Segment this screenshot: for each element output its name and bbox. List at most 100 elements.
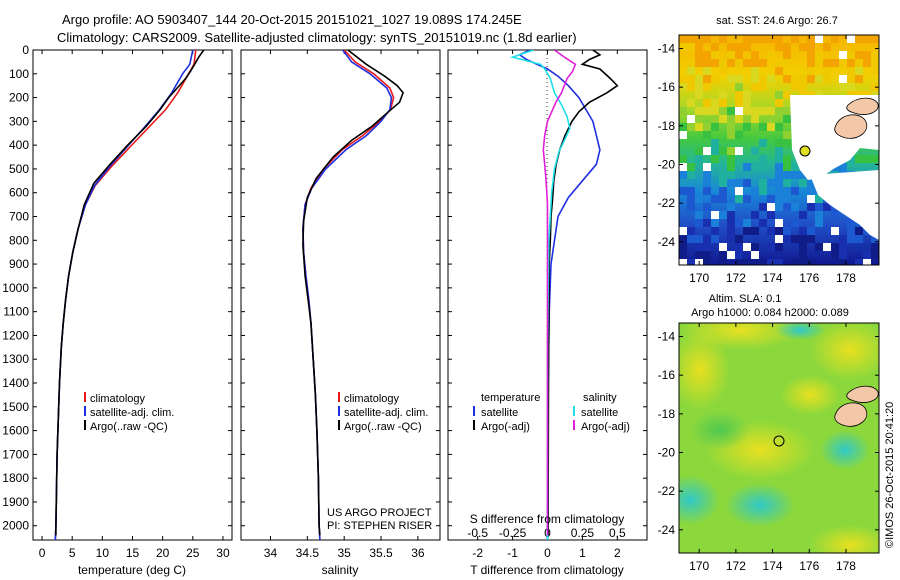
sst-pixel: [831, 251, 839, 259]
sst-pixel: [775, 91, 783, 99]
x-tick-label: -1: [507, 546, 518, 560]
sst-pixel: [703, 179, 711, 187]
sst-pixel: [855, 227, 863, 235]
sst-pixel: [783, 43, 791, 51]
sst-pixel: [703, 171, 711, 179]
legend-label-t-argo: Argo(-adj): [481, 421, 530, 433]
fiji-island-1: [834, 402, 868, 427]
sst-pixel: [735, 43, 743, 51]
sst-pixel: [687, 67, 695, 75]
legend-label-argo: Argo(..raw -QC): [90, 421, 168, 433]
sla-map: [679, 323, 879, 553]
sst-pixel: [783, 91, 791, 99]
s-tick-label: 0.25: [571, 526, 595, 540]
sst-pixel: [719, 107, 727, 115]
sst-pixel: [847, 83, 855, 91]
sst-pixel: [775, 227, 783, 235]
depth-tick-label: 1800: [2, 471, 29, 485]
sst-pixel: [799, 259, 807, 265]
sst-pixel: [679, 251, 687, 259]
sst-pixel: [727, 179, 735, 187]
sst-pixel: [767, 259, 775, 265]
sst-pixel: [855, 51, 863, 59]
temperature-xlabel: temperature (deg C): [78, 563, 186, 577]
lon-tick-label: 170: [689, 271, 709, 285]
sst-pixel: [727, 171, 735, 179]
legend-label-argo: Argo(..raw -QC): [344, 421, 422, 433]
legend-label-t-satellite: satellite: [481, 407, 518, 419]
sst-missing-pixel: [727, 251, 735, 259]
sst-pixel: [703, 35, 711, 43]
sst-pixel: [727, 43, 735, 51]
series-line-satellite: [509, 50, 571, 540]
sst-pixel: [703, 219, 711, 227]
sst-pixel: [679, 123, 687, 131]
sst-pixel: [719, 171, 727, 179]
sst-missing-pixel: [703, 147, 711, 155]
lon-tick-label: 170: [689, 559, 709, 573]
sst-pixel: [719, 187, 727, 195]
sst-pixel: [783, 195, 791, 203]
sla-float-marker: [773, 435, 785, 447]
legend-label-satellite: satellite-adj. clim.: [344, 407, 428, 419]
sst-pixel: [735, 75, 743, 83]
sst-pixel: [839, 59, 847, 67]
sst-pixel: [719, 67, 727, 75]
lon-tick-label: 172: [726, 271, 746, 285]
sst-missing-pixel: [831, 227, 839, 235]
depth-tick-label: 1900: [2, 495, 29, 509]
sst-pixel: [799, 171, 807, 179]
x-tick-label: 0: [39, 546, 46, 560]
sst-pixel: [775, 147, 783, 155]
sst-pixel: [711, 227, 719, 235]
sst-pixel: [743, 179, 751, 187]
sst-pixel: [871, 51, 879, 59]
lat-tick-label: -16: [658, 368, 676, 382]
sst-pixel: [767, 35, 775, 43]
sst-pixel: [783, 203, 791, 211]
sst-cloud-gap-2: [810, 170, 879, 240]
sst-pixel: [871, 251, 879, 259]
sst-pixel: [807, 75, 815, 83]
sst-pixel: [711, 235, 719, 243]
sst-pixel: [783, 75, 791, 83]
sst-pixel: [687, 203, 695, 211]
sst-pixel: [735, 251, 743, 259]
sst-pixel: [703, 123, 711, 131]
sst-pixel: [751, 67, 759, 75]
temperature-panel-frame: [32, 49, 233, 541]
legend-swatch-climatology: [84, 392, 86, 402]
sst-pixel: [743, 99, 751, 107]
lon-tick-label: 176: [799, 559, 819, 573]
sst-pixel: [783, 51, 791, 59]
depth-tick-label: 1300: [2, 352, 29, 366]
sst-missing-pixel: [679, 227, 687, 235]
depth-tick-label: 1200: [2, 328, 29, 342]
sst-pixel: [815, 211, 823, 219]
sst-pixel: [687, 83, 695, 91]
sst-pixel: [767, 115, 775, 123]
sst-pixel: [791, 163, 799, 171]
sst-pixel: [751, 259, 759, 265]
series-line-satellite: [517, 50, 601, 540]
sst-pixel: [711, 75, 719, 83]
sst-pixel: [791, 187, 799, 195]
sst-pixel: [743, 163, 751, 171]
sla-map-axes: 170 172 174 176 178 -14 -16 -18 -20 -22 -24: [658, 323, 879, 573]
sla-cyan-blob: [775, 323, 825, 340]
series-line-argo-raw-qc-: [302, 50, 405, 536]
sst-pixel: [727, 51, 735, 59]
sst-pixel: [791, 219, 799, 227]
sst-pixel: [727, 219, 735, 227]
sst-pixel: [735, 219, 743, 227]
sst-missing-pixel: [767, 203, 775, 211]
fiji-island-1: [834, 114, 868, 139]
sst-pixel: [775, 155, 783, 163]
sst-pixel: [703, 83, 711, 91]
sst-pixel: [767, 195, 775, 203]
sst-pixel: [823, 43, 831, 51]
sst-pixel: [687, 259, 695, 265]
sst-pixel: [695, 123, 703, 131]
sst-pixel: [719, 195, 727, 203]
sst-pixel: [767, 107, 775, 115]
